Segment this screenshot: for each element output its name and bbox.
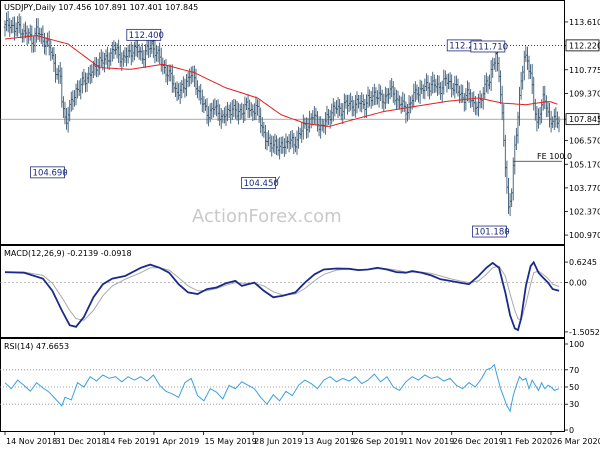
rsi-panel	[0, 338, 565, 432]
price-y-highlight	[565, 39, 600, 52]
x-label: 15 May 2019	[205, 437, 257, 446]
rsi-header: RSI(14) 47.6653	[4, 342, 69, 351]
price-y-label: 105.170	[569, 160, 600, 169]
swing-label-text: 104.450	[244, 179, 279, 189]
moving-average-line	[4, 35, 558, 127]
swing-label-box	[126, 28, 162, 41]
swing-label-box	[470, 40, 506, 53]
swing-label: 111.710	[470, 40, 508, 55]
macd-y-label: 0.00	[569, 279, 587, 288]
swing-label-text: 112.220	[449, 41, 484, 51]
swing-label: 101.180	[472, 225, 510, 238]
price-bar	[557, 116, 561, 133]
rsi-y-label: 0	[569, 426, 574, 435]
price-y-highlight	[565, 113, 600, 126]
price-y-label: 100.970	[569, 231, 600, 240]
price-header: USDJPY,Daily 107.456 107.891 107.401 107…	[4, 3, 198, 12]
x-label: 14 Nov 2018	[6, 437, 57, 446]
x-label: 1 Apr 2019	[155, 437, 199, 446]
macd-y-label: -1.5052	[569, 328, 600, 337]
x-label: 13 Aug 2019	[304, 437, 355, 446]
swing-label-text: 112.400	[129, 31, 164, 41]
x-label: 28 Jun 2019	[254, 437, 302, 446]
rsi-y-label: 70	[569, 366, 579, 375]
rsi-y-label: 30	[569, 400, 579, 409]
price-y-label: 113.610	[569, 18, 600, 27]
macd-signal-line	[4, 265, 560, 322]
swing-label: 104.690	[30, 166, 68, 179]
price-y-label: 106.570	[569, 137, 600, 146]
macd-header: MACD(12,26,9) -0.2139 -0.0918	[4, 249, 132, 258]
rsi-y-label: 50	[569, 383, 579, 392]
swing-label: 104.450	[241, 176, 280, 189]
rsi-y-label: 100	[569, 340, 584, 349]
price-y-label: 112.220	[569, 41, 600, 50]
y-axes: 113.610 112.220 110.775 109.370 107.845 106.5…	[564, 18, 600, 435]
x-label: 26 Dec 2019	[453, 437, 504, 446]
price-y-label: 103.770	[569, 184, 600, 193]
swing-label-leader	[275, 176, 280, 184]
price-y-label: 109.370	[569, 89, 600, 98]
swing-label: 112.400	[126, 28, 164, 43]
x-label: 14 Feb 2019	[105, 437, 155, 446]
rsi-plot	[0, 363, 564, 413]
x-label: 11 Feb 2020	[502, 437, 552, 446]
macd-panel	[0, 245, 565, 338]
swing-label-text: 101.180	[474, 228, 509, 238]
macd-y-label: 0.6245	[569, 258, 597, 267]
macd-line	[4, 260, 560, 332]
x-label: 26 Sep 2019	[353, 437, 404, 446]
price-y-label: 107.845	[569, 115, 600, 124]
price-y-label: 110.775	[569, 66, 600, 75]
rsi-line	[4, 363, 560, 413]
swing-label-text: 111.710	[473, 42, 508, 52]
fe-label: FE 100.0	[537, 152, 572, 161]
swing-label-box	[472, 225, 507, 238]
macd-plot	[0, 260, 564, 332]
swing-label-box	[241, 176, 277, 189]
x-label: 26 Mar 2020	[552, 437, 600, 446]
swing-label-box	[30, 166, 65, 179]
x-label: 31 Dec 2018	[56, 437, 107, 446]
watermark: ActionForex.com	[192, 206, 342, 227]
swing-label-text: 104.690	[33, 168, 68, 178]
price-y-label: 102.370	[569, 207, 600, 216]
x-label: 11 Nov 2019	[403, 437, 454, 446]
